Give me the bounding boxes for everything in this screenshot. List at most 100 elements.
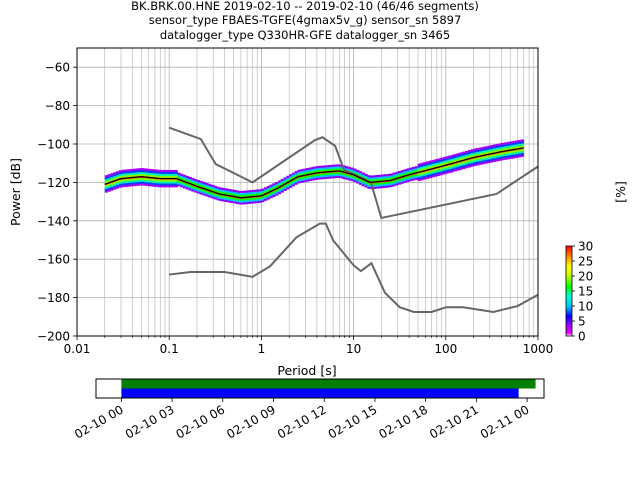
timeline-tick-label: 02-10 12 bbox=[275, 402, 329, 441]
density-cell bbox=[439, 167, 444, 170]
density-cell bbox=[208, 183, 212, 186]
density-cell bbox=[372, 177, 377, 180]
density-cell bbox=[280, 186, 284, 189]
density-cell bbox=[174, 179, 178, 182]
density-cell bbox=[152, 184, 156, 187]
density-cell bbox=[437, 162, 441, 165]
density-cell bbox=[462, 157, 466, 160]
density-cell bbox=[182, 182, 187, 185]
colorbar-tick-label: 25 bbox=[578, 255, 593, 269]
colorbar-tick-label: 10 bbox=[578, 300, 593, 314]
density-cell bbox=[208, 193, 212, 196]
density-cell bbox=[247, 192, 251, 195]
density-cell bbox=[439, 159, 444, 162]
density-cell bbox=[389, 181, 393, 184]
density-cell bbox=[392, 174, 396, 177]
density-cell bbox=[241, 200, 245, 203]
density-cell bbox=[448, 165, 452, 168]
density-cell bbox=[135, 183, 139, 186]
density-cell bbox=[300, 171, 304, 174]
density-cell bbox=[364, 183, 368, 186]
density-cell bbox=[470, 162, 474, 165]
density-cell bbox=[155, 173, 159, 176]
density-cell bbox=[420, 162, 424, 165]
x-tick-label: 0.01 bbox=[64, 342, 91, 356]
density-cell bbox=[255, 197, 259, 200]
density-cell bbox=[266, 187, 270, 190]
density-cell bbox=[185, 177, 189, 180]
density-cell bbox=[484, 161, 488, 164]
density-cell bbox=[171, 175, 175, 178]
density-cell bbox=[372, 175, 377, 178]
density-cell bbox=[252, 189, 256, 192]
density-cell bbox=[104, 184, 108, 187]
density-cell bbox=[227, 200, 231, 203]
density-cell bbox=[398, 182, 402, 185]
density-cell bbox=[129, 168, 134, 172]
density-cell bbox=[428, 176, 432, 179]
density-cell bbox=[272, 190, 276, 194]
density-cell bbox=[311, 168, 315, 171]
density-cell bbox=[476, 163, 480, 166]
density-cell bbox=[155, 175, 159, 178]
density-cell bbox=[277, 184, 282, 187]
density-cell bbox=[381, 176, 385, 179]
density-cell bbox=[233, 197, 237, 200]
density-cell bbox=[171, 169, 175, 173]
density-cell bbox=[157, 181, 162, 184]
density-cell bbox=[414, 173, 418, 176]
density-cell bbox=[280, 188, 284, 191]
density-cell bbox=[364, 173, 368, 176]
density-cell bbox=[107, 176, 111, 179]
density-cell bbox=[492, 144, 497, 147]
density-cell bbox=[233, 201, 237, 204]
density-cell bbox=[124, 173, 128, 176]
density-cell bbox=[152, 171, 156, 174]
density-cell bbox=[406, 177, 410, 181]
density-cell bbox=[104, 186, 108, 189]
density-cell bbox=[353, 180, 357, 183]
density-cell bbox=[465, 160, 469, 163]
density-cell bbox=[395, 175, 399, 178]
density-cell bbox=[389, 185, 393, 188]
density-cell bbox=[129, 180, 134, 183]
density-cell bbox=[512, 144, 516, 147]
density-cell bbox=[423, 175, 427, 178]
y-axis-label: Power [dB] bbox=[8, 158, 23, 226]
density-cell bbox=[330, 164, 335, 167]
density-cell bbox=[350, 171, 354, 174]
density-cell bbox=[115, 173, 120, 176]
density-cell bbox=[375, 186, 379, 189]
density-cell bbox=[333, 172, 337, 175]
density-cell bbox=[333, 174, 337, 177]
density-cell bbox=[107, 187, 111, 190]
density-cell bbox=[462, 151, 466, 154]
density-cell bbox=[319, 167, 324, 170]
density-cell bbox=[437, 171, 441, 175]
density-cell bbox=[305, 169, 310, 173]
density-cell bbox=[487, 155, 491, 158]
colorbar-gradient bbox=[565, 245, 573, 337]
mean-curve-layer bbox=[104, 147, 524, 199]
density-cell bbox=[124, 180, 128, 184]
density-cell bbox=[456, 162, 460, 165]
density-cell bbox=[261, 196, 265, 199]
density-cell bbox=[127, 169, 131, 172]
density-cell bbox=[417, 176, 421, 180]
density-cell bbox=[236, 192, 240, 195]
density-cell bbox=[445, 160, 449, 163]
density-cell bbox=[205, 194, 209, 197]
density-cell bbox=[138, 183, 142, 186]
density-cell bbox=[227, 198, 231, 201]
density-cell bbox=[194, 178, 198, 182]
density-cell bbox=[378, 178, 382, 181]
density-cell bbox=[381, 185, 385, 189]
density-cell bbox=[182, 176, 187, 179]
density-cell bbox=[129, 178, 134, 181]
density-cell bbox=[495, 149, 499, 152]
density-cell bbox=[213, 195, 217, 198]
density-cell bbox=[459, 167, 463, 170]
chart-title: BK.BRK.00.HNE 2019-02-10 -- 2019-02-10 (… bbox=[131, 0, 479, 42]
